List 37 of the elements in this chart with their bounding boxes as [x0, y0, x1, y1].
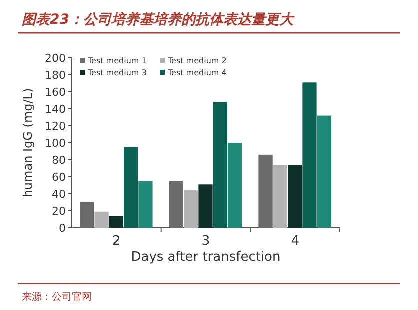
legend-label: Test medium 3: [87, 68, 147, 78]
bar: [317, 116, 332, 228]
bar: [258, 154, 273, 228]
y-tick-label: 180: [45, 69, 66, 82]
y-tick-label: 200: [45, 52, 66, 65]
bar: [138, 181, 153, 228]
y-tick-label: 40: [52, 188, 66, 201]
bar: [109, 216, 124, 228]
bar: [302, 82, 317, 228]
chart-title: 图表23：公司培养基培养的抗体表达量更大: [22, 11, 296, 28]
y-tick-label: 20: [52, 205, 66, 218]
y-tick-label: 120: [45, 120, 66, 133]
y-tick-label: 0: [59, 222, 66, 235]
bar: [198, 184, 213, 228]
legend-label: Test medium 2: [167, 56, 227, 66]
bar: [288, 165, 302, 228]
bar: [124, 147, 138, 228]
y-tick-label: 100: [45, 137, 66, 150]
bar: [184, 190, 198, 228]
source-note: 来源：公司官网: [22, 291, 92, 303]
bar: [94, 212, 109, 228]
x-axis-title: Days after transfection: [131, 250, 281, 265]
bar: [169, 181, 184, 228]
y-tick-label: 80: [52, 154, 66, 167]
y-tick-label: 60: [52, 171, 66, 184]
bar: [273, 165, 288, 228]
legend-label: Test medium 4: [167, 68, 227, 78]
y-tick-label: 160: [45, 86, 66, 99]
bar: [213, 102, 228, 228]
x-tick-label: 3: [202, 234, 210, 249]
x-tick-label: 2: [112, 234, 121, 249]
legend-label: Test medium 1: [87, 56, 147, 66]
y-axis-title: human IgG (mg/L): [21, 88, 35, 198]
bar: [228, 143, 242, 228]
x-tick-label: 4: [291, 234, 300, 249]
y-tick-label: 140: [45, 103, 66, 116]
bar: [80, 202, 94, 228]
